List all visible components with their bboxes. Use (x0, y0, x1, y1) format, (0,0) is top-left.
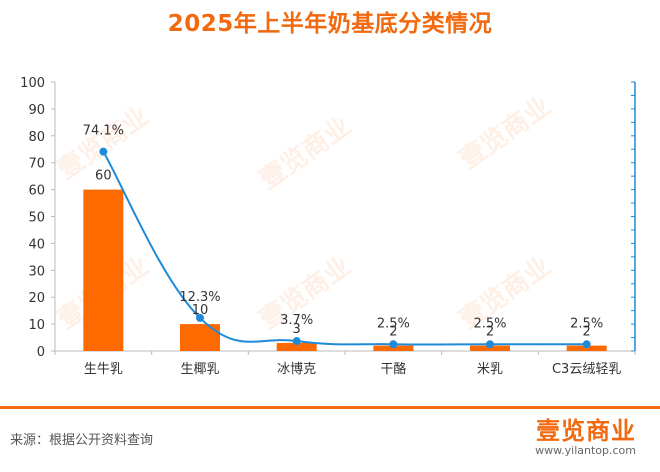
brand-block: 壹览商业 www.yilantop.com (535, 418, 636, 458)
x-tick-label: 生牛乳 (84, 362, 123, 377)
bar-value-label: 2 (583, 325, 591, 340)
line-point (292, 337, 301, 346)
bar-series (83, 189, 607, 351)
line-point (582, 340, 591, 349)
watermark-layer: 壹览商业壹览商业壹览商业壹览商业壹览商业壹览商业 (52, 91, 557, 336)
bar (470, 345, 510, 351)
y-tick-label: 20 (28, 291, 45, 306)
chart-title: 2025年上半年奶基底分类情况 (167, 11, 493, 37)
brand-url: www.yilantop.com (535, 444, 636, 457)
y-tick-label: 80 (28, 130, 45, 145)
line-value-label: 2.5% (473, 316, 506, 331)
chart-plot: 壹览商业壹览商业壹览商业壹览商业壹览商业壹览商业 010203040506070… (20, 76, 636, 377)
bar-value-label: 60 (95, 169, 112, 184)
y-tick-label: 100 (20, 76, 45, 91)
data-labels: 60 10 3 2 2 2 74.1% 12.3% 3.7% 2.5% 2.5% 2.5% (83, 124, 604, 340)
bar-value-label: 10 (192, 303, 209, 318)
line-value-label: 2.5% (570, 316, 603, 331)
line-value-label: 3.7% (280, 313, 313, 328)
y-tick-label: 50 (28, 211, 45, 226)
axes: 0 10 20 30 40 50 60 70 80 90 100 生牛乳 生椰乳 冰博克 干酪 米乳 C3云绒轻… (20, 76, 636, 377)
source-note: 来源：根据公开资料查询 (10, 433, 154, 448)
line-point (196, 313, 204, 322)
x-tick-label: 生椰乳 (180, 362, 219, 377)
line-point (389, 340, 398, 349)
y-tick-label: 70 (28, 157, 45, 172)
x-tick-label: 冰博克 (277, 362, 316, 377)
x-tick-label: C3云绒轻乳 (552, 362, 621, 377)
y-tick-label: 10 (28, 318, 45, 333)
line-value-label: 12.3% (179, 290, 220, 305)
x-tick-label: 米乳 (477, 362, 503, 377)
line-point (486, 340, 494, 349)
y-tick-label: 0 (37, 345, 45, 360)
y-tick-label: 90 (28, 103, 45, 118)
bar (373, 345, 414, 351)
y-tick-label: 40 (28, 237, 45, 252)
percentage-line (102, 151, 587, 346)
line-series (99, 147, 591, 349)
footer-divider (0, 406, 660, 409)
y-tick-label: 30 (28, 264, 45, 279)
watermark-text: 壹览商业 (454, 91, 557, 176)
line-point (99, 147, 108, 156)
line-value-label: 74.1% (83, 124, 124, 139)
bar (180, 324, 220, 351)
bar-value-label: 3 (293, 322, 301, 337)
bar (83, 189, 124, 351)
bar-value-label: 2 (486, 325, 494, 340)
line-value-label: 2.5% (377, 316, 410, 331)
bar (566, 345, 607, 351)
y-tick-label: 60 (28, 184, 45, 199)
bar (276, 342, 317, 351)
brand-logo: 壹览商业 (536, 417, 636, 445)
watermark-text: 壹览商业 (254, 111, 357, 196)
x-tick-label: 干酪 (380, 361, 406, 377)
bar-value-label: 2 (389, 325, 397, 340)
